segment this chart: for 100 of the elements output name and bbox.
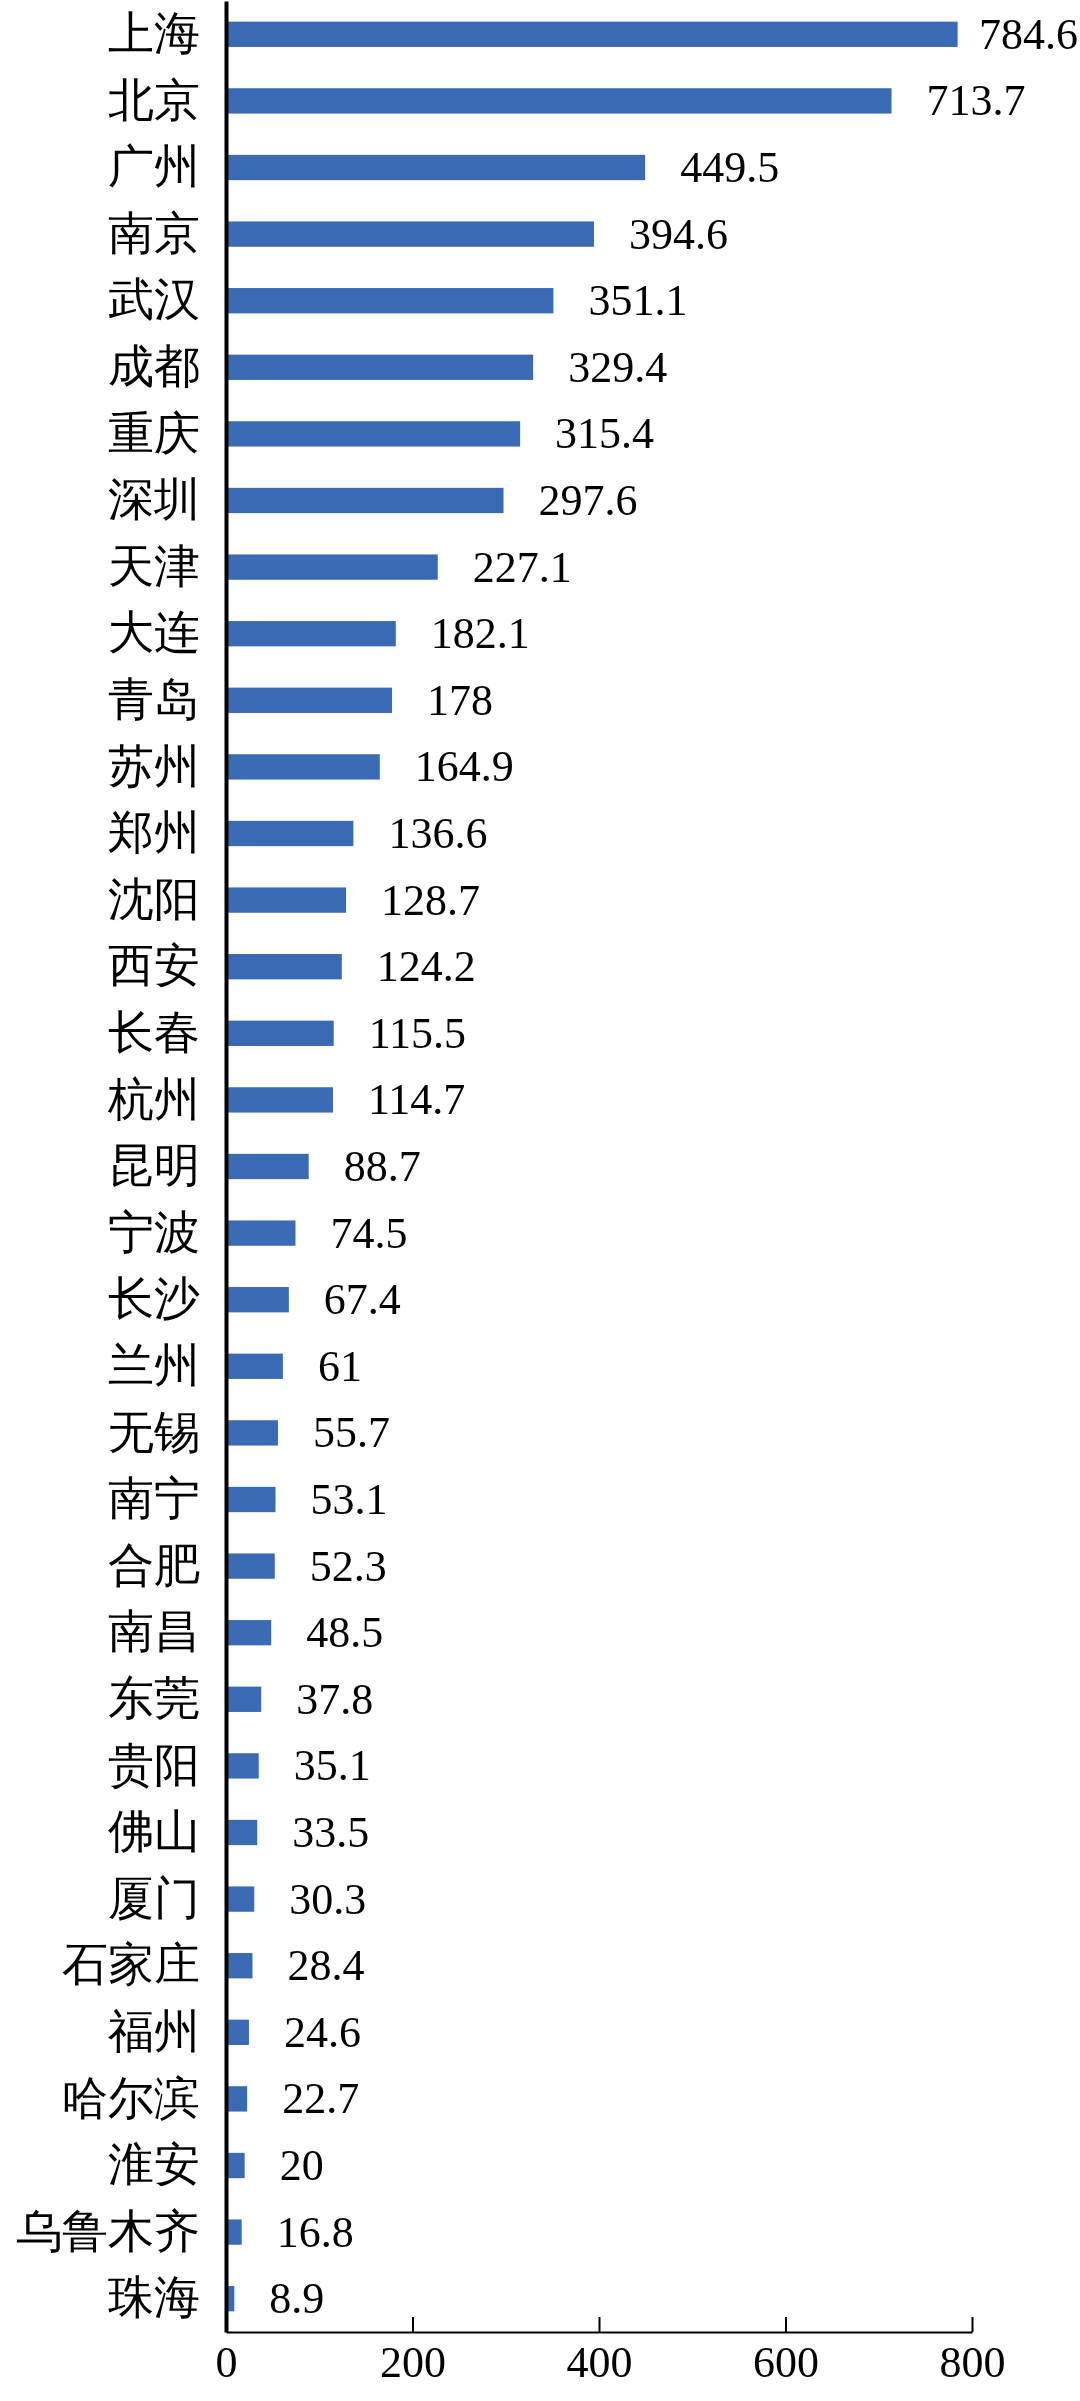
y-tick-label: 南宁	[108, 1473, 200, 1525]
bar	[226, 1753, 259, 1779]
x-tick-label: 800	[939, 2338, 1006, 2388]
y-tick-label: 重庆	[108, 407, 200, 459]
data-label: 74.5	[330, 1208, 408, 1258]
data-label: 449.5	[680, 143, 780, 192]
y-tick-label: 北京	[108, 74, 200, 126]
y-tick-label: 乌鲁木齐	[16, 2205, 200, 2257]
data-label: 124.2	[376, 942, 476, 992]
data-label: 713.7	[926, 76, 1026, 126]
data-label: 315.4	[555, 409, 655, 459]
y-tick-label: 无锡	[108, 1406, 200, 1458]
bar	[226, 487, 504, 514]
bar	[226, 154, 646, 181]
data-label: 128.7	[381, 875, 481, 925]
data-label: 394.6	[628, 209, 728, 259]
y-tick-label: 南昌	[108, 1606, 200, 1658]
data-label: 20	[279, 2141, 324, 2190]
bar	[226, 1620, 272, 1646]
y-tick-label: 昆明	[108, 1140, 200, 1192]
bar	[226, 754, 380, 780]
bar	[226, 1353, 283, 1379]
y-tick-label: 青岛	[108, 674, 200, 726]
data-label: 67.4	[323, 1275, 401, 1325]
bar	[226, 621, 396, 647]
bar	[226, 221, 594, 247]
data-label: 227.1	[472, 542, 572, 592]
bar	[226, 954, 342, 980]
y-tick-label: 福州	[108, 2006, 200, 2058]
y-tick-label: 广州	[108, 141, 200, 193]
bar	[226, 1686, 262, 1712]
data-label: 88.7	[343, 1142, 421, 1191]
bar	[226, 687, 392, 713]
bar	[226, 354, 534, 380]
data-label: 136.6	[388, 809, 488, 858]
data-label: 351.1	[588, 276, 688, 326]
y-tick-label: 郑州	[108, 807, 200, 859]
y-tick-label: 天津	[108, 540, 200, 592]
data-label: 28.4	[287, 1941, 365, 1991]
bar	[226, 887, 347, 913]
y-tick-label: 沈阳	[108, 873, 200, 925]
y-tick-label: 长沙	[108, 1273, 200, 1325]
y-tick-label: 大连	[108, 607, 200, 659]
data-label: 24.6	[283, 2007, 361, 2057]
data-label: 16.8	[276, 2207, 354, 2257]
bar	[226, 1153, 309, 1180]
data-label: 178	[426, 675, 493, 725]
bar	[226, 421, 521, 447]
bar	[226, 1886, 255, 1912]
bar	[226, 21, 958, 47]
data-label: 53.1	[310, 1475, 388, 1524]
data-label: 8.9	[269, 2274, 325, 2324]
data-label: 48.5	[306, 1608, 384, 1658]
y-tick-label: 上海	[108, 8, 200, 60]
y-tick-label: 东莞	[108, 1673, 200, 1725]
data-label: 37.8	[296, 1674, 374, 1724]
bar	[226, 288, 554, 314]
y-tick-label: 哈尔滨	[62, 2072, 200, 2124]
data-label: 329.4	[568, 342, 668, 392]
y-tick-label: 石家庄	[62, 1939, 200, 1991]
data-label: 164.9	[414, 742, 514, 792]
y-tick-label: 珠海	[108, 2272, 200, 2324]
data-label: 784.6	[979, 9, 1078, 59]
y-tick-label: 合肥	[108, 1539, 200, 1591]
bar	[226, 1553, 275, 1579]
y-tick-label: 长春	[108, 1007, 200, 1059]
y-tick-label: 兰州	[108, 1340, 200, 1392]
x-tick-label: 400	[566, 2338, 633, 2388]
y-tick-label: 贵阳	[108, 1739, 200, 1791]
bar	[226, 1287, 289, 1313]
bar	[226, 554, 438, 580]
data-label: 114.7	[367, 1075, 466, 1125]
y-tick-label: 苏州	[108, 740, 200, 792]
x-tick-label: 600	[753, 2338, 819, 2388]
data-label: 35.1	[293, 1741, 371, 1791]
y-tick-label: 西安	[108, 940, 200, 992]
data-label: 22.7	[282, 2074, 360, 2124]
bar	[226, 1087, 333, 1113]
x-tick-label: 200	[380, 2338, 446, 2388]
data-label: 33.5	[292, 1808, 370, 1857]
bar	[226, 1220, 296, 1246]
bar	[226, 1420, 278, 1446]
data-label: 297.6	[538, 476, 638, 525]
data-label: 115.5	[368, 1008, 467, 1058]
y-tick-label: 厦门	[108, 1872, 200, 1924]
x-tick-label: 0	[215, 2338, 238, 2388]
y-tick-label: 成都	[108, 341, 200, 393]
y-tick-label: 武汉	[108, 274, 200, 326]
y-tick-label: 杭州	[107, 1073, 200, 1125]
y-tick-label: 佛山	[108, 1806, 200, 1858]
bar	[226, 88, 892, 114]
bar	[226, 1486, 276, 1513]
data-label: 55.7	[312, 1408, 390, 1458]
y-tick-label: 深圳	[108, 474, 200, 526]
y-tick-label: 宁波	[108, 1206, 200, 1258]
y-tick-label: 淮安	[108, 2139, 200, 2191]
bar	[226, 820, 354, 847]
data-label: 61	[317, 1341, 362, 1391]
data-label: 52.3	[309, 1541, 387, 1591]
bar	[226, 1020, 334, 1046]
